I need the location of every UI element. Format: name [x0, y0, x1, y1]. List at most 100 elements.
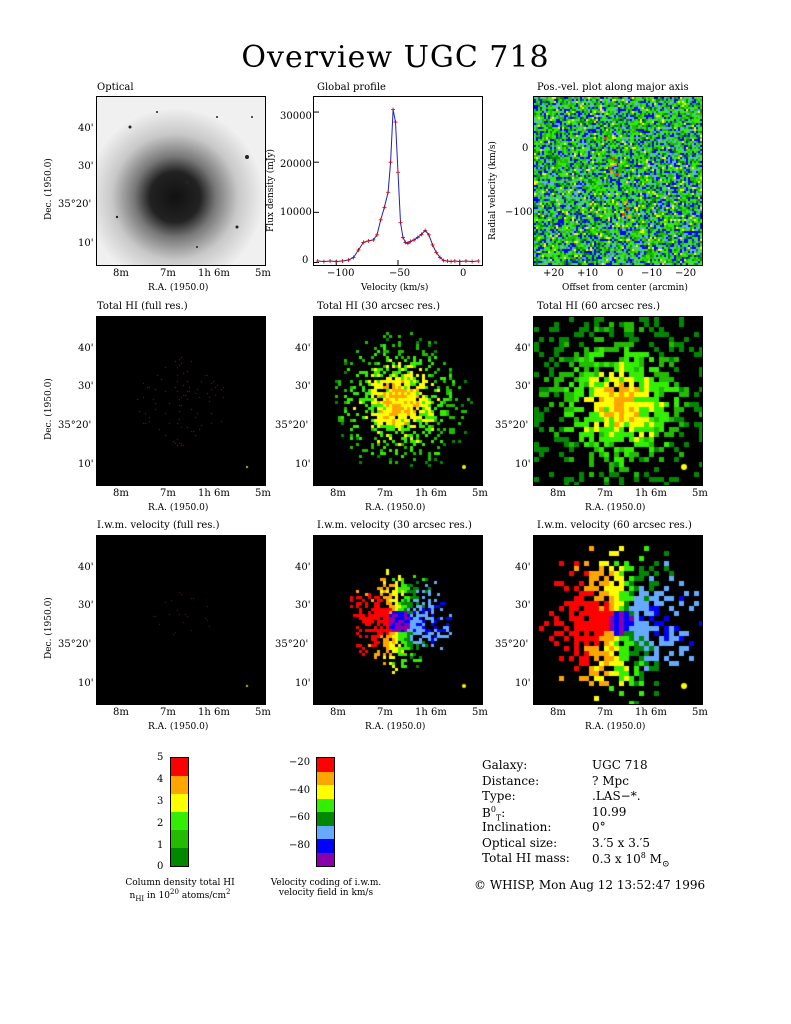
dec-tick: 30'	[295, 600, 311, 611]
totalhi-full-canvas	[97, 317, 265, 485]
iwm-60-map	[533, 535, 703, 705]
info-value: 0°	[592, 820, 606, 836]
profile-data-point	[426, 232, 431, 237]
profile-data-point	[449, 259, 454, 264]
ra-tick: 8m	[113, 488, 129, 499]
profile-data-point	[334, 259, 339, 264]
info-value-text: 0.3 x 10	[592, 852, 641, 866]
ra-tick: 5m	[692, 488, 708, 499]
dec-tick: 10'	[78, 678, 94, 689]
iwm-30-title: I.w.m. velocity (30 arcsec res.)	[317, 520, 472, 531]
profile-y-tick: 10000	[280, 207, 312, 218]
info-label: Total HI mass:	[482, 851, 592, 867]
iwm-full-title: I.w.m. velocity (full res.)	[97, 520, 220, 531]
ra-label: R.A. (1950.0)	[585, 722, 646, 732]
pv-y-tick: 0	[522, 143, 529, 154]
optical-ra-tick: 1h 6m	[198, 268, 230, 279]
velocity-colorbar	[316, 757, 335, 867]
profile-data-point	[391, 107, 396, 112]
dec-tick: 10'	[515, 678, 531, 689]
optical-ra-tick: 5m	[255, 268, 271, 279]
profile-data-point	[405, 241, 410, 246]
profile-data-point	[400, 235, 405, 240]
profile-chart	[314, 107, 481, 265]
ra-tick: 1h 6m	[635, 707, 667, 718]
profile-data-point	[419, 232, 424, 237]
profile-data-point	[340, 258, 345, 263]
info-label-text: Optical size:	[482, 835, 558, 850]
profile-data-point	[386, 190, 391, 195]
pv-noise-map	[534, 97, 702, 265]
ra-tick: 7m	[377, 488, 393, 499]
totalhi-60-canvas	[534, 317, 702, 485]
info-label: Optical size:	[482, 836, 592, 852]
profile-data-point	[434, 250, 439, 255]
optical-dec-label: Dec. (1950.0)	[44, 158, 54, 220]
profile-data-point	[403, 240, 408, 245]
info-row: B0T: 10.99	[482, 804, 670, 822]
velocity-swatch	[317, 825, 334, 839]
totalhi-60-map	[533, 316, 703, 486]
profile-data-point	[438, 255, 442, 260]
profile-data-point	[415, 235, 420, 240]
info-label: B0T:	[482, 805, 592, 822]
velocity-caption: Velocity coding of i.w.m. velocity field…	[246, 878, 406, 898]
profile-data-point	[371, 237, 376, 242]
optical-dec-tick: 35°20'	[58, 199, 92, 210]
velocity-swatch	[317, 852, 334, 866]
dec-tick: 40'	[78, 562, 94, 573]
velocity-tick: −40	[289, 785, 311, 796]
info-value-text: 10.99	[592, 804, 627, 819]
pv-x-tick: +10	[577, 268, 599, 279]
dec-tick: 40'	[515, 343, 531, 354]
dec-tick: 30'	[515, 381, 531, 392]
profile-data-point	[366, 238, 371, 243]
dec-tick: 35°20'	[58, 420, 92, 431]
info-value-text: UGC 718	[592, 758, 648, 772]
optical-panel-title: Optical	[97, 82, 134, 93]
density-swatch	[171, 812, 188, 830]
density-swatch	[171, 776, 188, 794]
ra-tick: 8m	[330, 707, 346, 718]
profile-data-point	[321, 259, 326, 264]
profile-x-tick: −50	[389, 268, 411, 279]
dec-tick: 10'	[78, 459, 94, 470]
ra-tick: 7m	[597, 488, 613, 499]
velocity-caption-line2: velocity field in km/s	[278, 888, 374, 898]
ra-tick: 5m	[255, 707, 271, 718]
dec-label: Dec. (1950.0)	[44, 378, 54, 440]
pv-x-tick: 0	[617, 268, 624, 279]
profile-data-point	[457, 259, 462, 264]
ra-tick: 8m	[113, 707, 129, 718]
pv-x-tick: +20	[543, 268, 565, 279]
profile-data-point	[328, 258, 333, 263]
info-value: 0.3 x 108 M⊙	[592, 851, 670, 869]
info-label-text: Inclination:	[482, 820, 552, 834]
profile-data-point	[476, 258, 481, 263]
profile-x-label: Velocity (km/s)	[361, 283, 429, 293]
ra-label: R.A. (1950.0)	[148, 503, 209, 513]
info-value: ? Mpc	[592, 774, 629, 790]
density-tick: 1	[157, 840, 164, 851]
ra-tick: 1h 6m	[635, 488, 667, 499]
profile-data-point	[441, 258, 446, 263]
dec-tick: 35°20'	[275, 639, 309, 650]
profile-data-point	[361, 240, 366, 245]
info-row: Inclination: 0°	[482, 820, 670, 836]
ra-tick: 7m	[160, 707, 176, 718]
optical-ra-label: R.A. (1950.0)	[148, 283, 209, 293]
ra-tick: 1h 6m	[198, 707, 230, 718]
profile-data-point	[315, 258, 320, 263]
ra-tick: 1h 6m	[198, 488, 230, 499]
info-b-sub: T	[495, 812, 502, 822]
iwm-30-canvas	[314, 536, 482, 704]
dec-tick: 10'	[515, 459, 531, 470]
profile-data-point	[396, 170, 400, 175]
profile-data-point	[351, 255, 356, 260]
page-title: Overview UGC 718	[241, 40, 550, 75]
dec-tick: 30'	[78, 600, 94, 611]
iwm-30-map	[313, 535, 483, 705]
density-colorbar	[170, 757, 189, 867]
ra-label: R.A. (1950.0)	[148, 722, 209, 732]
profile-data-point	[452, 258, 457, 263]
